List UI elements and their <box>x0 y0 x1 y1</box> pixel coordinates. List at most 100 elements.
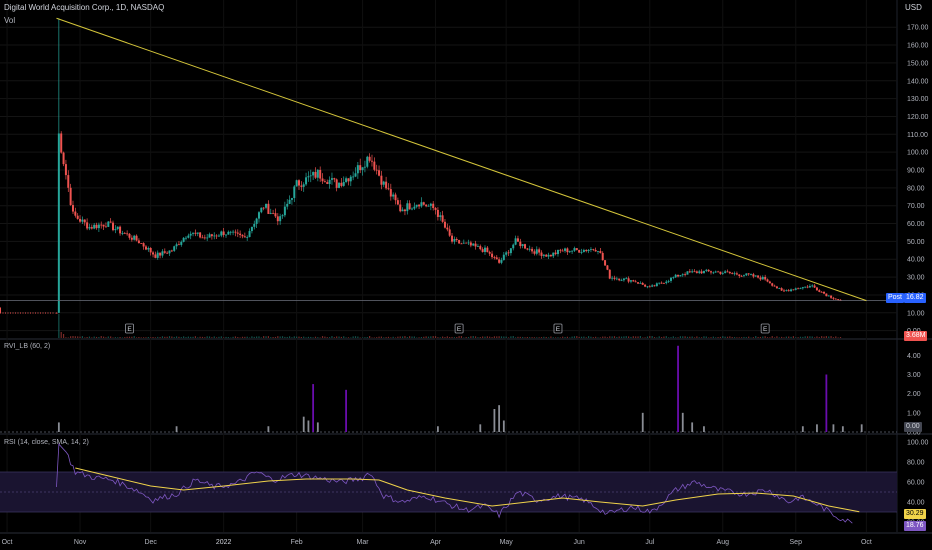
candle-body <box>538 249 541 253</box>
volume-bar <box>656 337 658 338</box>
candle-body <box>495 257 498 260</box>
candle-body <box>832 297 835 299</box>
candle-body <box>634 281 637 283</box>
candle-body <box>618 278 621 281</box>
rvi-bar <box>860 424 863 432</box>
earnings-marker-label: E <box>556 326 561 333</box>
volume-bar <box>383 337 385 338</box>
candle-body <box>338 182 341 188</box>
candle-body <box>597 251 599 252</box>
candle-body <box>806 286 809 288</box>
volume-series <box>58 314 842 338</box>
volume-bar <box>616 336 618 338</box>
candle-body <box>220 231 223 236</box>
time-tick-label: Dec <box>144 539 157 546</box>
volume-bar <box>675 337 677 338</box>
candle-body <box>585 249 588 252</box>
rsi-tick-label: 40.00 <box>907 500 925 507</box>
candle-body <box>199 232 202 238</box>
volume-bar <box>592 337 594 338</box>
volume-bar <box>453 337 455 338</box>
volume-bar <box>105 337 107 338</box>
candle-body <box>399 204 402 212</box>
price-tick-label: 120.00 <box>907 114 929 121</box>
candle-body <box>615 278 618 280</box>
volume-bar <box>790 336 792 338</box>
volume-value-badge: 3.68M <box>904 331 928 341</box>
candle-body <box>705 269 708 271</box>
volume-bar <box>293 336 295 338</box>
candle-body <box>540 252 543 256</box>
volume-bar <box>677 337 679 338</box>
volume-bar <box>350 337 352 338</box>
volume-bar <box>748 336 750 338</box>
volume-bar <box>569 337 571 338</box>
candle-body <box>578 249 581 253</box>
volume-bar <box>281 336 284 338</box>
rvi-bar <box>316 422 319 432</box>
candle-body <box>415 204 418 207</box>
volume-bar <box>557 337 559 338</box>
volume-bar <box>531 337 533 338</box>
candle-body <box>144 246 147 250</box>
volume-bar <box>394 337 397 338</box>
candle-body <box>257 212 260 219</box>
volume-bar <box>486 336 488 338</box>
candle-body <box>674 274 677 278</box>
volume-bar <box>298 336 300 338</box>
candle-body <box>582 249 585 252</box>
volume-bar <box>343 336 345 338</box>
volume-bar <box>333 337 335 338</box>
volume-bar <box>741 337 743 338</box>
candle-body <box>298 180 300 186</box>
volume-bar <box>446 336 448 338</box>
volume-bar <box>493 336 496 338</box>
candle-body <box>488 252 491 254</box>
candle-body <box>241 235 244 237</box>
rsi-legend: RSI (14, close, SMA, 14, 2) <box>4 439 89 446</box>
rvi-bar <box>175 426 178 432</box>
volume-bar <box>665 336 667 338</box>
volume-bar <box>566 336 568 338</box>
candle-body <box>724 271 727 273</box>
rvi-bar <box>677 345 679 432</box>
volume-bar <box>595 336 597 338</box>
candle-body <box>201 237 204 239</box>
volume-bar <box>338 336 340 338</box>
candle-body <box>250 226 253 232</box>
volume-bar <box>171 336 173 338</box>
candle-body <box>773 285 776 287</box>
candle-body <box>161 251 164 256</box>
volume-bar <box>213 336 215 338</box>
candle-body <box>408 203 411 210</box>
volume-bar <box>187 336 189 338</box>
candle-body <box>735 273 738 275</box>
candle-body <box>481 249 484 252</box>
candle-body <box>644 284 647 287</box>
volume-bar <box>303 336 305 338</box>
candle-body <box>653 285 656 287</box>
rvi-tick-label: 3.00 <box>907 372 921 379</box>
rsi-line <box>56 442 853 524</box>
candle-body <box>533 251 536 254</box>
candle-body <box>655 283 658 287</box>
candle-body <box>662 283 665 284</box>
volume-bar <box>260 337 262 338</box>
candle-body <box>354 173 357 177</box>
candle-body <box>761 276 764 280</box>
volume-bar <box>722 336 724 338</box>
candle-body <box>476 246 479 247</box>
candle-body <box>542 254 545 256</box>
volume-bar <box>762 336 764 338</box>
volume-bar <box>510 336 512 338</box>
volume-bar <box>390 337 392 338</box>
volume-bar <box>715 337 717 338</box>
candle-body <box>587 249 590 252</box>
volume-bar <box>175 336 178 338</box>
volume-bar <box>183 336 185 338</box>
candle-body <box>102 224 105 227</box>
candle-body <box>71 205 74 212</box>
volume-bar <box>505 336 507 338</box>
candle-body <box>566 248 569 253</box>
